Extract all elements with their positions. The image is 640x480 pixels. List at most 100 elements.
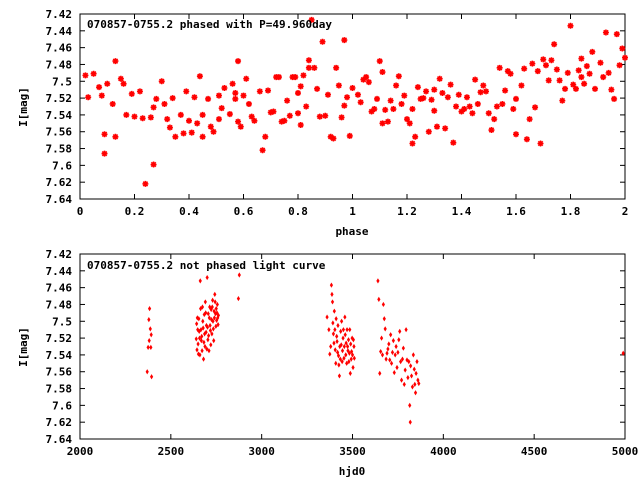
data-point	[275, 74, 282, 81]
data-point	[232, 90, 239, 97]
data-point	[349, 85, 356, 91]
data-point	[374, 95, 381, 102]
y-tick-label: 7.42	[46, 8, 73, 21]
data-point	[337, 362, 341, 368]
data-point	[409, 106, 416, 113]
data-point	[493, 103, 500, 110]
data-point	[195, 321, 199, 327]
data-point	[344, 94, 351, 101]
data-point	[194, 120, 201, 127]
data-point	[407, 359, 411, 365]
data-point	[308, 16, 315, 23]
data-point	[319, 38, 326, 45]
data-point	[213, 311, 218, 317]
x-tick-label: 1.6	[506, 205, 526, 218]
data-point	[466, 103, 473, 110]
x-tick-label: 1.2	[397, 205, 417, 218]
data-point	[414, 370, 418, 377]
data-point	[218, 105, 225, 112]
data-point	[513, 131, 519, 138]
data-point	[485, 110, 492, 117]
data-point	[180, 130, 187, 137]
data-point	[376, 58, 383, 65]
y-axis-label: I[mag]	[17, 327, 30, 367]
data-point	[104, 80, 111, 87]
data-point	[329, 343, 333, 350]
data-point	[300, 72, 307, 79]
data-point	[161, 100, 168, 107]
data-point	[390, 106, 397, 113]
data-point	[404, 116, 410, 123]
data-point	[334, 360, 338, 366]
data-point	[200, 304, 205, 310]
data-point	[397, 337, 401, 343]
data-point	[204, 322, 209, 329]
data-point	[281, 117, 288, 124]
data-point	[442, 125, 449, 132]
data-point	[166, 124, 173, 131]
data-point	[417, 95, 424, 102]
data-point	[431, 107, 438, 114]
data-point	[390, 349, 395, 355]
data-point	[142, 180, 149, 187]
data-point	[237, 272, 241, 278]
data-point	[183, 88, 190, 95]
data-point	[208, 304, 212, 310]
data-point	[338, 356, 342, 362]
data-point	[203, 343, 207, 350]
data-point	[534, 68, 541, 75]
data-point	[409, 373, 414, 379]
data-point	[401, 345, 405, 351]
data-point	[352, 355, 356, 361]
y-axis-ticks: 7.42 7.44 7.46 7.48 7.5 7.52 7.54 7.56 7.58 7.6 7.…	[46, 248, 625, 446]
data-point	[600, 74, 607, 81]
data-point	[458, 108, 465, 115]
data-point	[343, 332, 347, 338]
data-point	[128, 90, 135, 97]
y-tick-label: 7.6	[52, 399, 72, 412]
y-tick-label: 7.64	[46, 193, 73, 206]
data-point	[409, 140, 416, 147]
data-point	[556, 77, 563, 84]
data-point	[408, 419, 412, 425]
data-point	[221, 85, 228, 91]
data-point	[388, 357, 392, 363]
data-point	[583, 63, 590, 70]
data-point	[177, 111, 184, 118]
chart-title: 070857-0755.2 not phased light curve	[87, 259, 326, 272]
data-point	[488, 127, 495, 134]
data-point	[350, 352, 355, 358]
data-point	[461, 106, 468, 113]
data-point	[211, 297, 215, 303]
data-point	[147, 316, 151, 323]
data-point	[513, 95, 519, 102]
data-point	[380, 352, 385, 358]
data-point	[333, 64, 340, 71]
data-point	[345, 360, 349, 366]
x-tick-label: 3000	[248, 445, 275, 458]
data-point	[212, 315, 217, 321]
data-point	[303, 103, 310, 110]
y-tick-label: 7.56	[46, 366, 73, 379]
data-point	[150, 104, 157, 111]
data-point	[622, 54, 628, 61]
data-point	[399, 377, 404, 383]
data-point	[351, 337, 356, 343]
y-tick-label: 7.56	[46, 126, 73, 139]
y-tick-label: 7.62	[46, 416, 73, 429]
data-point	[415, 359, 419, 365]
data-point	[433, 123, 440, 130]
x-tick-label: 1.8	[561, 205, 581, 218]
data-point	[349, 356, 353, 362]
data-point	[379, 120, 386, 127]
data-point	[136, 88, 143, 95]
data-point	[343, 314, 347, 320]
data-point	[149, 344, 153, 350]
data-point	[354, 91, 361, 98]
data-point	[357, 99, 364, 106]
data-point	[395, 73, 402, 80]
data-point	[384, 356, 388, 362]
data-point	[413, 381, 417, 387]
data-point	[96, 84, 103, 91]
data-point	[526, 116, 533, 123]
